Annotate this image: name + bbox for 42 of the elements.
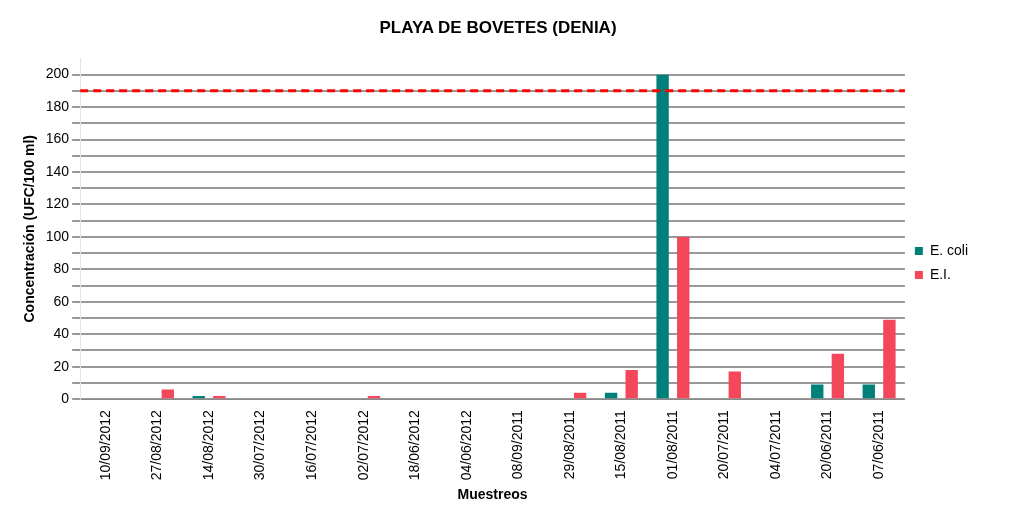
x-tick-label: 15/08/2011 bbox=[612, 409, 629, 480]
y-tick-label: 200 bbox=[45, 65, 70, 82]
bar bbox=[883, 319, 896, 399]
y-tick-label: 120 bbox=[45, 195, 70, 212]
y-tick-label: 100 bbox=[45, 227, 70, 244]
y-tick-label: 80 bbox=[53, 260, 70, 277]
bar bbox=[213, 395, 226, 399]
x-tick-label: 07/06/2011 bbox=[869, 409, 886, 480]
x-tick-label: 18/06/2012 bbox=[406, 409, 423, 481]
x-tick-label: 20/07/2011 bbox=[715, 409, 732, 480]
chart-title: PLAYA DE BOVETES (DENIA) bbox=[379, 17, 617, 37]
x-tick-label: 04/06/2012 bbox=[457, 409, 474, 481]
x-axis-title: Muestreos bbox=[457, 486, 528, 503]
y-tick-label: 0 bbox=[61, 389, 70, 406]
y-tick-label: 40 bbox=[53, 325, 70, 342]
bar bbox=[728, 371, 741, 399]
y-axis-title: Concentración (UFC/100 ml) bbox=[21, 135, 38, 323]
x-tick-label: 30/07/2012 bbox=[251, 409, 268, 481]
x-tick-label: 10/09/2012 bbox=[96, 409, 113, 481]
bar bbox=[625, 369, 638, 399]
x-tick-label: 14/08/2012 bbox=[199, 409, 216, 481]
x-tick-label: 20/06/2011 bbox=[818, 409, 835, 480]
bar bbox=[656, 74, 669, 399]
bar bbox=[831, 353, 845, 399]
y-tick-label: 60 bbox=[53, 292, 70, 309]
bar bbox=[862, 384, 875, 399]
legend-label: E.I. bbox=[929, 265, 951, 282]
x-tick-label: 08/09/2011 bbox=[509, 409, 526, 480]
x-tick-label: 29/08/2011 bbox=[560, 409, 577, 480]
x-tick-label: 04/07/2011 bbox=[766, 409, 783, 480]
x-tick-label: 27/08/2012 bbox=[148, 409, 165, 481]
x-tick-label: 02/07/2012 bbox=[354, 409, 371, 481]
y-tick-label: 180 bbox=[45, 97, 70, 114]
x-tick-label: 16/07/2012 bbox=[302, 409, 319, 481]
bar bbox=[677, 236, 690, 399]
y-tick-label: 140 bbox=[45, 162, 70, 179]
x-tick-label: 01/08/2011 bbox=[663, 409, 680, 480]
y-tick-label: 160 bbox=[45, 130, 70, 147]
legend-label: E. coli bbox=[929, 241, 968, 258]
bar bbox=[161, 389, 174, 399]
bar bbox=[811, 384, 824, 399]
y-tick-label: 20 bbox=[53, 357, 70, 374]
